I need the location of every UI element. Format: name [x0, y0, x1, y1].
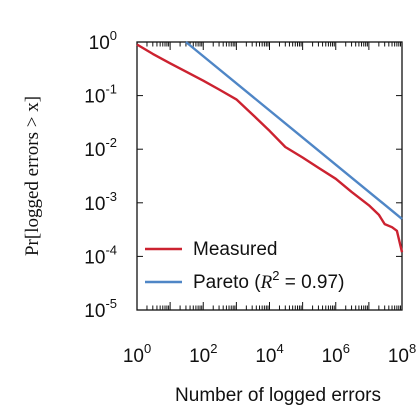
y-tick-label: 10-5	[84, 296, 117, 322]
x-tick-label: 106	[322, 341, 350, 367]
legend-r-symbol: R	[260, 272, 273, 293]
axis-ticks	[136, 41, 403, 311]
y-tick-label: 100	[89, 28, 117, 54]
legend: Measured Pareto (R2 = 0.97)	[145, 239, 344, 293]
y-tick-label: 10-3	[84, 189, 117, 215]
y-tick-labels: 100 10-1 10-2 10-3 10-4 10-5	[84, 28, 117, 322]
x-tick-label: 102	[189, 341, 217, 367]
y-tick-label: 10-4	[84, 242, 117, 268]
legend-label-pareto: Pareto (R2 = 0.97)	[193, 268, 344, 293]
x-tick-label: 108	[388, 341, 416, 367]
legend-label-measured: Measured	[193, 239, 278, 260]
y-tick-label: 10-1	[84, 82, 117, 108]
y-axis-title: Pr[logged errors > x]	[22, 96, 43, 256]
series-measured-line	[136, 43, 404, 253]
x-axis-title: Number of logged errors	[175, 385, 381, 406]
x-tick-label: 104	[255, 341, 283, 367]
x-tick-label: 100	[123, 341, 151, 367]
y-tick-label: 10-2	[84, 135, 117, 161]
series-pareto-line	[185, 41, 403, 220]
series-lines	[136, 41, 404, 253]
legend-r-exponent: 2	[272, 268, 279, 283]
x-tick-labels: 100 102 104 106 108	[123, 341, 416, 367]
plot-frame	[136, 41, 403, 311]
